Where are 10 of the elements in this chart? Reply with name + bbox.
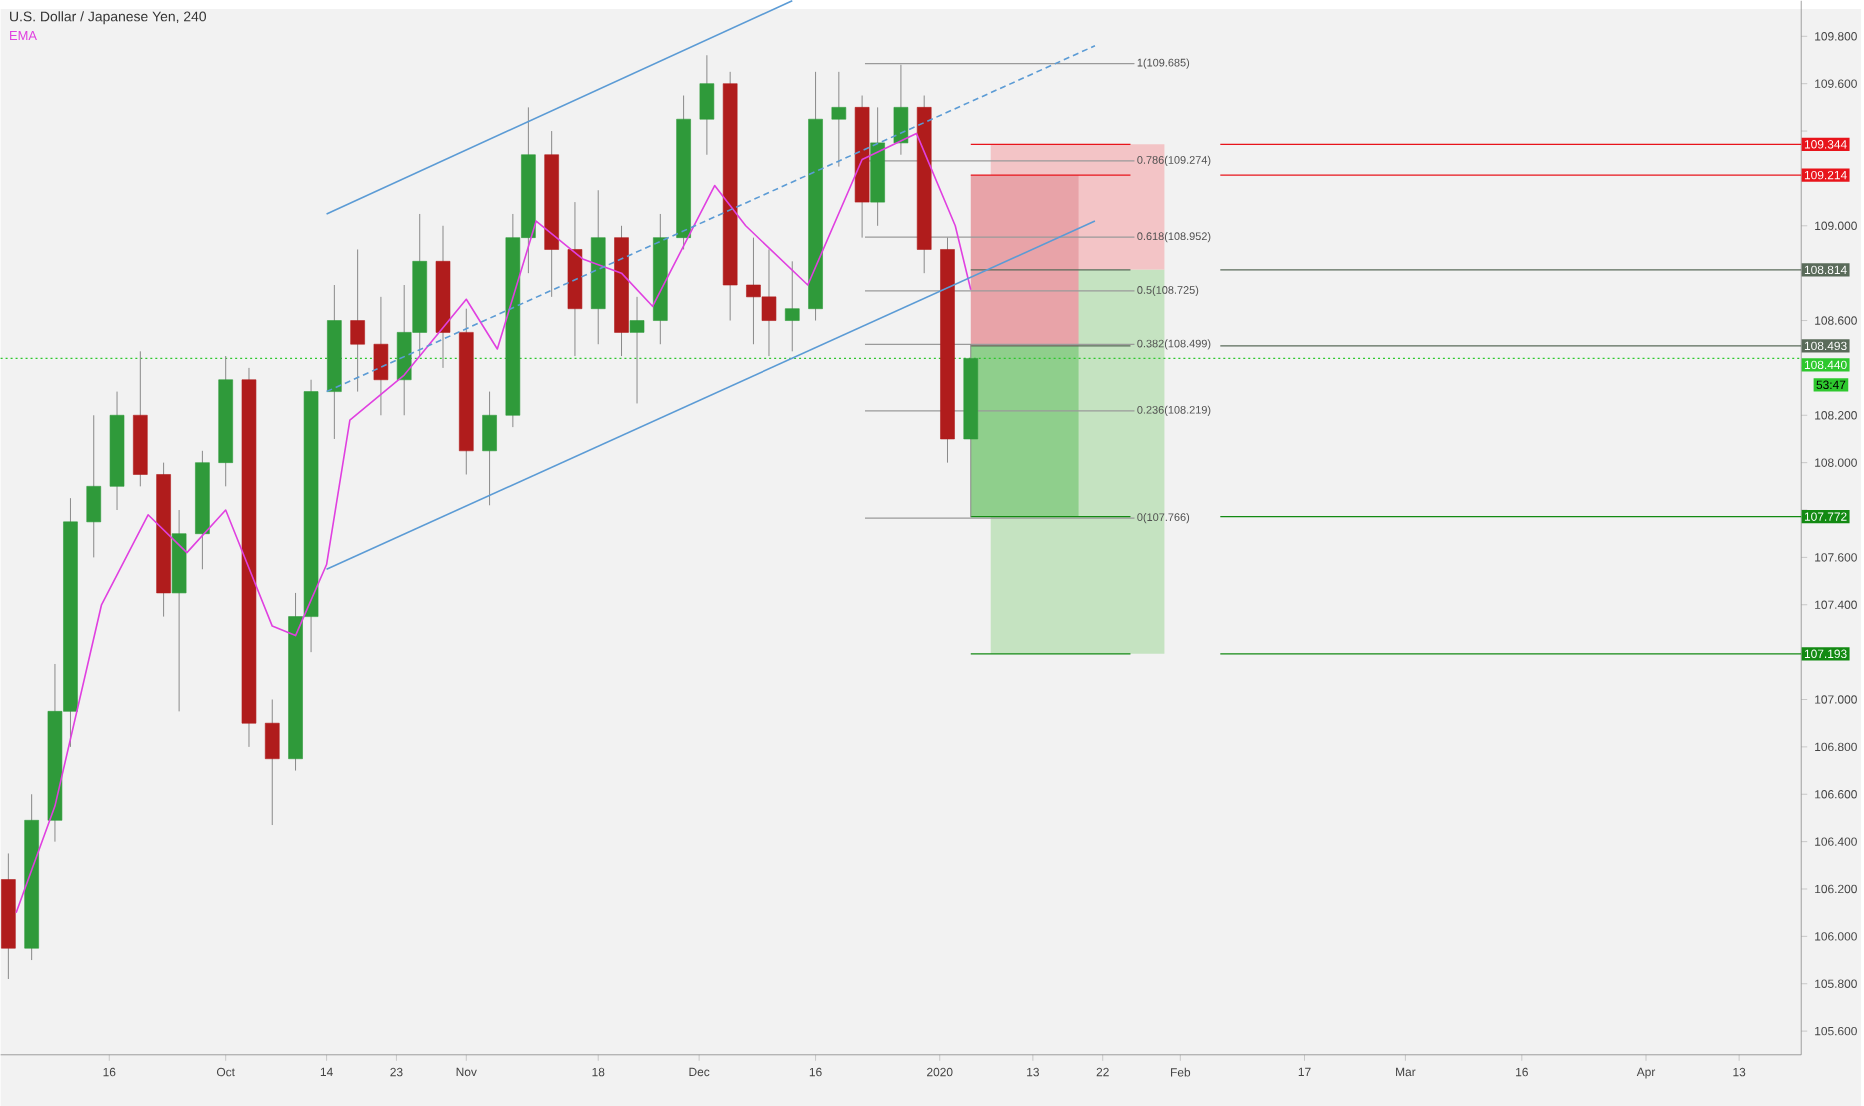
candlestick [699, 54, 715, 155]
candlestick [373, 295, 389, 416]
candlestick [86, 414, 102, 558]
candlestick [629, 295, 645, 404]
candlestick [350, 248, 365, 392]
candlestick [893, 63, 909, 155]
candlestick [784, 260, 800, 352]
candlestick [482, 390, 497, 506]
candlestick [264, 698, 280, 826]
candlestick [831, 70, 847, 167]
